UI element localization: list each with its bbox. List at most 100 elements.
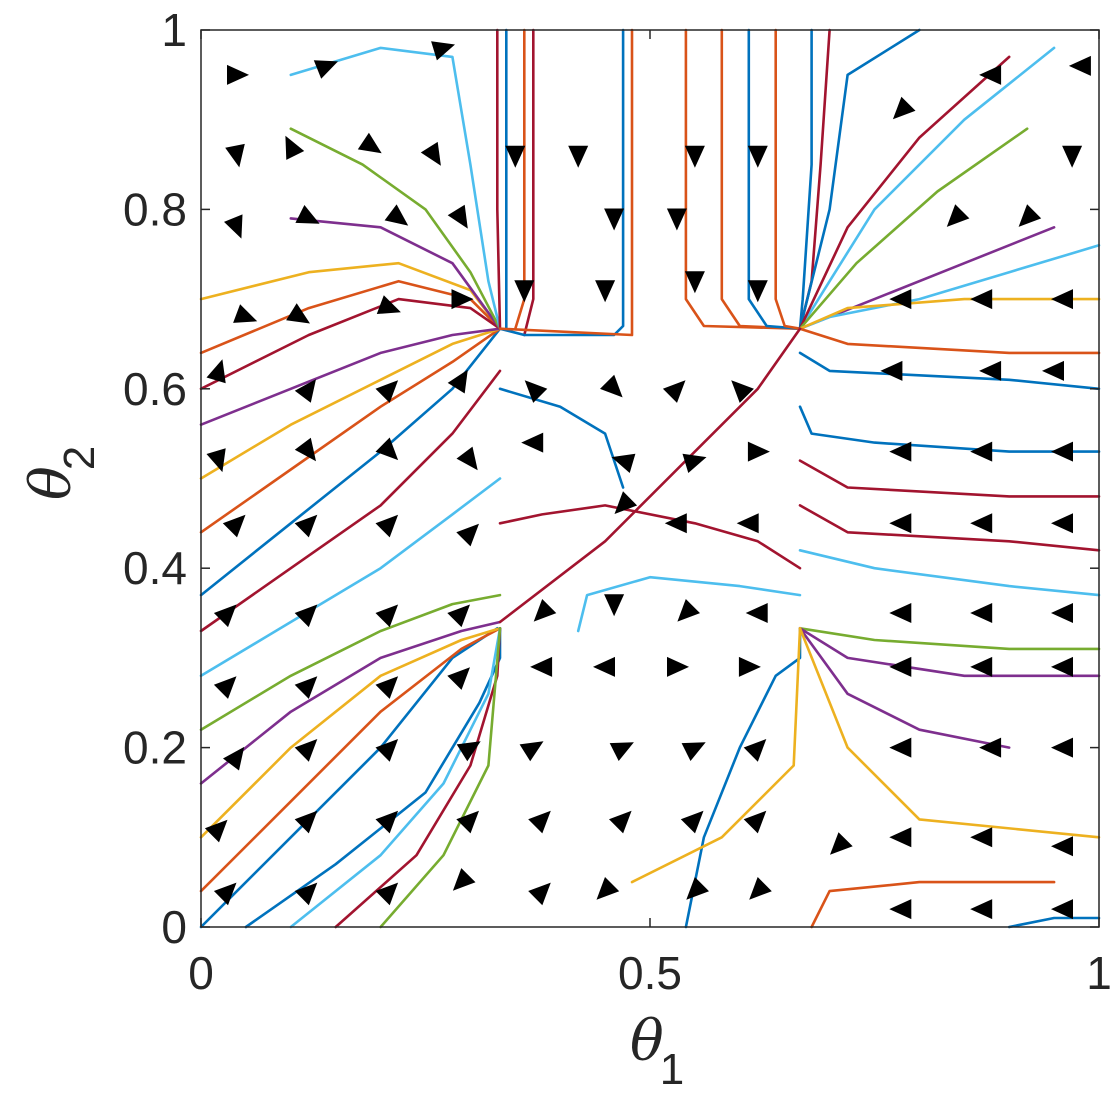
y-axis-label: θ2 (19, 446, 104, 500)
direction-arrow-group (204, 41, 1091, 920)
direction-arrow (745, 603, 768, 623)
direction-arrow (431, 41, 455, 61)
x-tick-label: 0.5 (618, 947, 682, 999)
direction-arrow (889, 289, 912, 310)
trajectory-line (289, 217, 502, 331)
direction-arrow (970, 656, 993, 677)
trajectory-line (199, 327, 502, 534)
direction-arrow (747, 145, 768, 168)
direction-arrow (970, 827, 993, 848)
direction-arrow (738, 656, 761, 677)
direction-arrow (970, 289, 993, 310)
direction-arrow (294, 604, 318, 628)
trajectory-line (498, 504, 802, 570)
direction-arrow (747, 280, 768, 303)
direction-arrow (447, 667, 470, 690)
direction-arrow (1051, 737, 1073, 758)
direction-arrow (604, 594, 625, 617)
direction-arrow (295, 205, 320, 224)
direction-arrow (596, 877, 620, 900)
direction-arrow (223, 746, 245, 771)
direction-arrow (979, 64, 1002, 85)
direction-arrow (604, 208, 625, 231)
trajectory-line (495, 28, 502, 331)
direction-arrow (357, 132, 382, 154)
direction-arrow (452, 868, 476, 891)
trajectory-line (810, 880, 1056, 929)
trajectory-line (498, 28, 625, 337)
direction-arrow (521, 432, 544, 453)
trajectory-line (244, 626, 502, 929)
trajectory-line (513, 28, 526, 331)
trajectory-line (199, 279, 502, 355)
x-tick-label: 0 (188, 947, 214, 999)
trajectory-line (289, 127, 502, 331)
direction-arrow (225, 143, 245, 168)
direction-arrow (889, 513, 912, 534)
direction-arrow (749, 877, 772, 900)
direction-arrow (294, 514, 318, 538)
trajectory-line (199, 626, 499, 929)
direction-arrow (375, 810, 399, 834)
trajectory-line (379, 626, 502, 929)
direction-arrow (743, 810, 767, 834)
direction-arrow (682, 453, 707, 473)
direction-arrow (530, 656, 553, 677)
trajectory-line (798, 55, 1011, 331)
direction-arrow (375, 882, 399, 906)
y-tick-label: 0.4 (123, 542, 187, 594)
trajectory-line (498, 387, 625, 489)
direction-arrow (206, 448, 226, 473)
direction-arrow (609, 742, 634, 761)
y-axis-label-main: θ (19, 466, 84, 500)
direction-arrow (451, 289, 474, 310)
direction-arrow (1051, 836, 1073, 857)
trajectory-line (798, 459, 1101, 498)
direction-arrow (528, 882, 551, 906)
direction-arrow (456, 810, 479, 834)
trajectory-line (798, 626, 1101, 651)
direction-arrow (233, 304, 258, 323)
direction-arrow (979, 360, 1002, 381)
trajectory-line (289, 46, 502, 331)
trajectory-line (199, 620, 502, 785)
direction-arrow (514, 280, 535, 303)
direction-arrow (528, 810, 551, 834)
trajectory-line (798, 28, 921, 331)
direction-arrow (889, 441, 912, 462)
direction-arrow (1018, 204, 1042, 227)
trajectory-line (798, 28, 813, 331)
direction-arrow (743, 739, 767, 762)
trajectory-line (798, 351, 1101, 391)
direction-arrow (568, 145, 589, 168)
direction-arrow (375, 676, 399, 699)
direction-arrow (736, 513, 759, 534)
direction-arrow (970, 899, 993, 920)
direction-arrow (1051, 289, 1073, 310)
trajectory-line (199, 626, 502, 839)
direction-arrow (892, 96, 916, 120)
direction-arrow (593, 656, 615, 677)
direction-arrow (970, 513, 993, 534)
direction-arrow (375, 380, 399, 403)
direction-arrow (979, 737, 1002, 758)
trajectory-line (199, 369, 502, 633)
trajectory-line (720, 28, 802, 331)
trajectory-line (1007, 916, 1101, 929)
direction-arrow (294, 810, 318, 834)
direction-arrow (686, 877, 709, 900)
direction-arrow (227, 64, 249, 85)
direction-arrow (880, 360, 903, 381)
trajectory-group (199, 28, 1101, 929)
direction-arrow (213, 882, 237, 906)
trajectory-line (798, 626, 1101, 839)
direction-arrow (1051, 603, 1073, 623)
direction-arrow (294, 379, 316, 403)
direction-arrow (505, 145, 526, 168)
trajectory-line (199, 327, 502, 427)
x-axis-label-sub: 1 (660, 1045, 684, 1094)
direction-arrow (375, 739, 399, 762)
trajectory-line (576, 575, 802, 633)
trajectory-line (798, 548, 1101, 597)
